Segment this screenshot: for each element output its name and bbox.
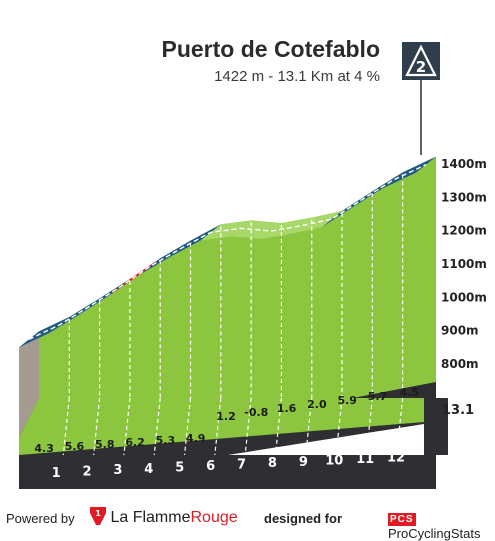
gradient-label-2: 5.6	[65, 440, 85, 453]
km-label-8: 8	[268, 456, 277, 471]
ground-km-line-2	[93, 397, 101, 456]
ground-km-line-8	[274, 397, 283, 456]
ground-km-line-11	[365, 397, 373, 456]
km-label-5: 5	[175, 460, 184, 475]
pcs-name: ProCyclingStats	[388, 526, 481, 541]
gradient-label-12: 5.7	[368, 390, 388, 403]
y-tick-1000: 1000m	[441, 290, 487, 304]
profile-area	[39, 156, 436, 398]
climb-title: Puerto de Cotefablo	[161, 36, 380, 62]
road-centre-line	[28, 164, 427, 340]
svg-text:1: 1	[95, 509, 101, 518]
km-label-6: 6	[206, 459, 215, 474]
km-label-12: 12	[387, 451, 405, 466]
badge-leader-line	[420, 80, 422, 155]
road-segment-10	[291, 211, 343, 234]
brand-text-2: Rouge	[190, 509, 238, 526]
ground-km-line-3	[123, 397, 131, 456]
km-label-1: 1	[52, 466, 61, 481]
gradient-label-5: 5.3	[156, 434, 176, 447]
ground-km-line-1	[62, 397, 70, 456]
ground-km-line-9	[305, 397, 313, 456]
mountain-icon: 2	[405, 44, 437, 77]
brand-text-1: La Flamme	[110, 509, 191, 526]
ground-km-line-5	[183, 397, 192, 456]
category-badge: 2	[402, 42, 440, 80]
y-tick-800: 800m	[441, 357, 479, 371]
y-tick-1200: 1200m	[441, 224, 487, 238]
gradient-label-8: -0.8	[244, 406, 268, 419]
gradient-label-13: 4.5	[400, 386, 420, 399]
km-label-11: 11	[356, 452, 374, 467]
pcs-logo-letters: PCS	[388, 513, 416, 526]
y-tick-1100: 1100m	[441, 257, 487, 271]
la-flamme-rouge-logo: 1 La FlammeRouge	[90, 507, 238, 527]
y-tick-1400: 1400m	[441, 157, 487, 171]
gradient-label-1: 4.3	[34, 442, 54, 455]
ground-strip	[19, 398, 436, 455]
km-label-4: 4	[144, 462, 153, 477]
ground-km-line-6	[214, 397, 222, 456]
road-segment-3	[79, 279, 130, 315]
km-label-7: 7	[237, 458, 246, 473]
y-tick-900: 900m	[441, 324, 479, 338]
gradient-label-6: 4.9	[186, 432, 206, 445]
distance-end-label: 13.1	[442, 403, 474, 418]
gradient-label-10: 2.0	[307, 398, 327, 411]
gradient-label-4: 6.2	[125, 436, 145, 449]
base-end-face	[424, 398, 448, 455]
km-label-3: 3	[113, 463, 122, 478]
gradient-label-7: 1.2	[216, 410, 236, 423]
y-tick-1300: 1300m	[441, 190, 487, 204]
flag-icon: 1	[90, 507, 106, 525]
ground-km-line-7	[244, 397, 252, 456]
km-label-2: 2	[82, 465, 91, 480]
km-label-9: 9	[299, 455, 308, 470]
road-segment-5	[140, 240, 191, 275]
profile-side-face	[19, 331, 39, 438]
climb-summary: 1422 m - 13.1 Km at 4 %	[214, 68, 380, 85]
ground-km-line-12	[396, 397, 404, 456]
ground-km-line-4	[153, 397, 161, 456]
road-segment-9	[261, 217, 312, 239]
footer: Powered by 1 La FlammeRouge designed for…	[0, 506, 495, 541]
gradient-label-9: 1.6	[277, 402, 297, 415]
elevation-profile-chart: 4.3 5.6 5.8 6.2 5.3 4.9 1.2 -0.8 1.6 2.0 5.9 5.7 4.5…	[19, 156, 487, 489]
pcs-logo: PCS ProCyclingStats	[388, 511, 495, 541]
ground-km-line-10	[335, 397, 343, 456]
designed-for-text: designed for	[264, 511, 343, 526]
gradient-label-11: 5.9	[337, 394, 357, 407]
km-label-10: 10	[325, 453, 343, 468]
gradient-label-3: 5.8	[95, 438, 115, 451]
km-label-band	[19, 455, 436, 489]
category-number: 2	[416, 58, 426, 76]
powered-by-text: Powered by	[6, 511, 75, 526]
